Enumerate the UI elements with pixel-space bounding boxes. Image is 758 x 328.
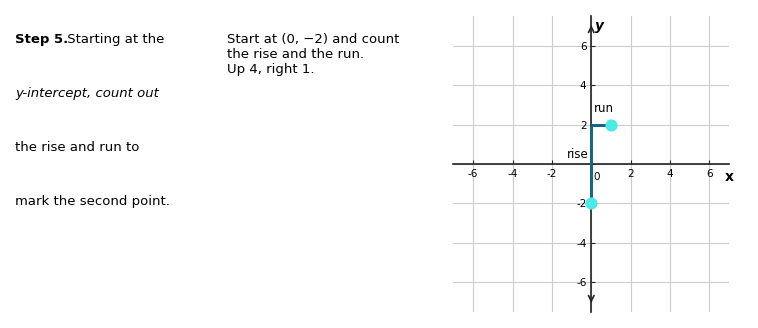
Point — [585, 201, 597, 206]
Text: 0: 0 — [593, 172, 600, 182]
Point — [605, 122, 617, 127]
Text: mark the second point.: mark the second point. — [15, 195, 170, 208]
Text: rise: rise — [566, 148, 588, 161]
Text: y-intercept, count out: y-intercept, count out — [15, 87, 159, 100]
Text: Start at (0, −2) and count
the rise and the run.
Up 4, right 1.: Start at (0, −2) and count the rise and … — [227, 33, 399, 76]
Text: Starting at the: Starting at the — [63, 33, 164, 46]
Text: the rise and run to: the rise and run to — [15, 141, 139, 154]
Text: x: x — [725, 170, 734, 184]
Text: y: y — [594, 19, 603, 33]
Text: run: run — [594, 102, 614, 115]
Text: Step 5.: Step 5. — [15, 33, 68, 46]
